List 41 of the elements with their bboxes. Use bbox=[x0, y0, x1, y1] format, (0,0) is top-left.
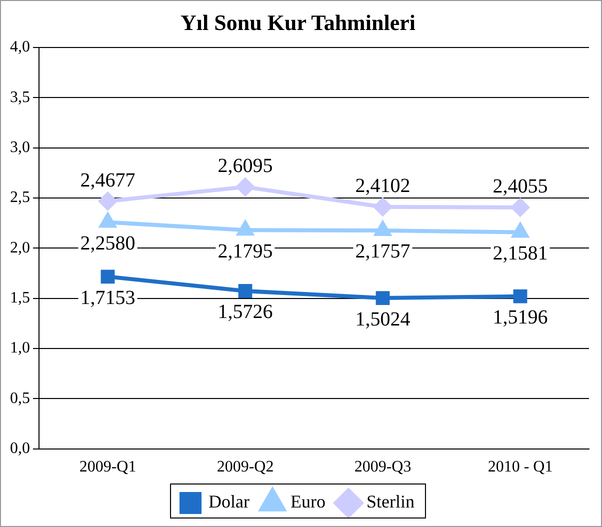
point bbox=[374, 198, 392, 216]
chart-title: Yıl Sonu Kur Tahminleri bbox=[180, 10, 416, 35]
point bbox=[100, 270, 115, 284]
point bbox=[511, 198, 530, 216]
y-tick-label: 3,0 bbox=[10, 138, 30, 156]
point bbox=[513, 289, 528, 304]
data-label: 1,5196 bbox=[492, 306, 548, 329]
point bbox=[238, 284, 252, 298]
data-label: 1,5024 bbox=[355, 308, 410, 330]
data-label: 1,7153 bbox=[80, 286, 136, 309]
x-tick-label: 2009-Q1 bbox=[79, 458, 136, 476]
data-label: 2,1581 bbox=[492, 242, 548, 264]
point bbox=[237, 221, 254, 236]
point bbox=[100, 213, 116, 228]
x-tick-label: 2010 - Q1 bbox=[488, 458, 553, 476]
data-label: 2,1757 bbox=[355, 240, 410, 263]
data-label: 2,2580 bbox=[80, 232, 136, 254]
y-tick-label: 1,5 bbox=[10, 289, 30, 306]
legend-label: Euro bbox=[290, 492, 326, 512]
legend-label: Dolar bbox=[208, 492, 250, 512]
data-label: 2,4102 bbox=[355, 175, 410, 198]
y-tick-label: 3,5 bbox=[10, 88, 30, 106]
data-label: 2,4677 bbox=[80, 169, 136, 192]
point bbox=[512, 223, 528, 238]
point bbox=[376, 291, 390, 305]
point bbox=[98, 192, 117, 210]
x-tick-label: 2009-Q2 bbox=[216, 458, 274, 476]
y-tick-label: 0,0 bbox=[10, 440, 30, 458]
data-label: 2,4055 bbox=[492, 176, 548, 198]
point bbox=[374, 221, 391, 236]
data-label: 1,5726 bbox=[218, 301, 273, 324]
point bbox=[236, 178, 254, 196]
data-label: 2,1795 bbox=[218, 240, 273, 262]
x-tick-label: 2009-Q3 bbox=[354, 458, 412, 476]
y-tick-label: 2,0 bbox=[10, 239, 30, 256]
y-tick-label: 4,0 bbox=[10, 38, 30, 56]
y-tick-label: 1,0 bbox=[10, 340, 30, 357]
legend-label: Sterlin bbox=[366, 492, 414, 512]
data-label: 2,6095 bbox=[218, 155, 273, 178]
y-tick-label: 2,5 bbox=[10, 189, 30, 206]
y-tick-label: 0,5 bbox=[10, 390, 30, 407]
